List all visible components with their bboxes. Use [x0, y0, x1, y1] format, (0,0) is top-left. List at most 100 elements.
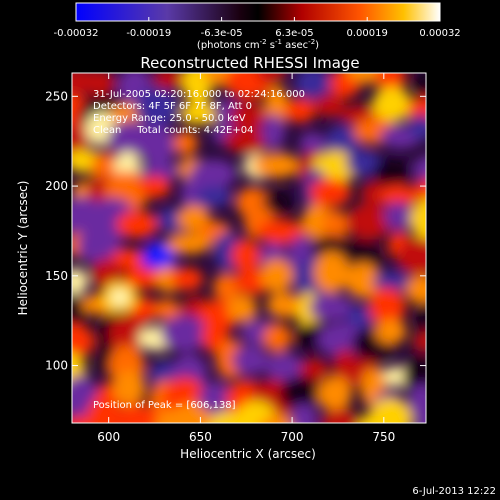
heatmap-blob [264, 353, 305, 381]
heatmap-blob [266, 292, 305, 318]
heatmap-blob [294, 73, 332, 100]
colorbar-tick-label: -0.00019 [126, 28, 171, 39]
heatmap-image [72, 73, 426, 423]
heatmap-blob [260, 113, 286, 150]
heatmap-blob [160, 314, 208, 352]
heatmap-blob [413, 156, 426, 183]
heatmap-blob [414, 414, 426, 423]
colorbar-tick-label: 0.00032 [419, 28, 460, 39]
colorbar [75, 2, 441, 22]
heatmap-blob [170, 267, 204, 291]
peak-core [111, 289, 128, 306]
heatmap-blob [112, 370, 146, 407]
heatmap-blob [123, 266, 164, 290]
y-tick-label: 250 [45, 89, 68, 103]
heatmap-blob [379, 184, 419, 208]
heatmap-blob [262, 190, 293, 215]
footer-timestamp: 6-Jul-2013 12:22 [412, 486, 496, 497]
heatmap-blob [412, 179, 426, 199]
y-axis-label: Heliocentric Y (arcsec) [16, 181, 30, 316]
heatmap-blob [72, 267, 89, 296]
heatmap-blob [173, 130, 198, 155]
heatmap-blob [90, 258, 122, 290]
heatmap-blob [317, 322, 366, 358]
heatmap-blob [383, 201, 413, 231]
heatmap-blob [260, 258, 294, 293]
heatmap-blob [230, 101, 267, 130]
heatmap-blob [182, 73, 213, 105]
heatmap-blob [373, 270, 412, 293]
heatmap-blob [299, 358, 329, 382]
heatmap-blob [369, 397, 413, 423]
heatmap-blob [345, 203, 392, 241]
heatmap-blob [284, 97, 316, 123]
heatmap-blob [135, 87, 179, 128]
heatmap-blob [317, 376, 353, 412]
x-tick-label: 750 [372, 430, 395, 444]
annotation-peak: Position of Peak = [606,138] [93, 400, 236, 411]
heatmap-blob [257, 73, 286, 84]
colorbar-units: (photons cm-2 s-1 asec-2) [197, 38, 319, 51]
heatmap-blob [314, 93, 345, 118]
heatmap-blob [80, 73, 116, 97]
heatmap-blob [410, 197, 426, 242]
heatmap-blob [262, 323, 292, 353]
heatmap-blob [235, 400, 277, 423]
x-tick-label: 600 [97, 430, 120, 444]
heatmap-blob [179, 102, 222, 125]
heatmap-blob [110, 248, 146, 270]
heatmap-blob [231, 345, 268, 376]
heatmap-blob [345, 150, 382, 177]
heatmap-blob [77, 225, 121, 265]
heatmap-blob [412, 331, 426, 353]
heatmap-blob [408, 114, 426, 141]
heatmap-blob [313, 251, 349, 294]
heatmap-blob [252, 152, 301, 179]
annotation-detectors: Detectors: 4F 5F 6F 7F 8F, Att 0 [93, 101, 252, 112]
heatmap-blob [368, 287, 406, 327]
heatmap-blob [279, 376, 323, 411]
heatmap-blob [346, 305, 374, 332]
heatmap-blob [227, 294, 258, 323]
heatmap-blob [374, 318, 407, 345]
annotation-time-range: 31-Jul-2005 02:20:16.000 to 02:24:16.000 [93, 89, 305, 100]
heatmap-blob [416, 301, 426, 335]
heatmap-blob [113, 403, 161, 423]
heatmap-blob [320, 408, 360, 423]
x-tick-label: 700 [281, 430, 304, 444]
heatmap-blob [396, 237, 426, 276]
heatmap-blob [165, 233, 212, 254]
axis-ticks: 600 650 700 750 100 150 200 250 [45, 73, 426, 444]
heatmap-blob [139, 124, 176, 165]
heatmap-blob [260, 414, 300, 423]
colorbar-tick-label: -6.3e-05 [201, 28, 243, 39]
heatmap-blob [231, 238, 261, 273]
heatmap-blob [212, 273, 241, 301]
y-tick-label: 200 [45, 179, 68, 193]
heatmap-blob [408, 383, 426, 421]
x-tick-label: 650 [189, 430, 212, 444]
heatmap-blob [139, 175, 171, 199]
heatmap-blob [308, 178, 352, 207]
heatmap-blob [290, 403, 318, 423]
heatmap-blob [86, 395, 123, 423]
heatmap-blob [372, 158, 411, 186]
heatmap-blob [153, 298, 180, 321]
colorbar-tick-label: 6.3e-05 [275, 28, 313, 39]
plot-frame [71, 72, 427, 424]
heatmap-blob [167, 403, 213, 423]
heatmap-blob [372, 86, 412, 123]
x-axis-label: Heliocentric X (arcsec) [180, 447, 316, 461]
colorbar-ticks: -0.00032 -0.00019 -6.3e-05 6.3e-05 0.00019 0.… [54, 17, 461, 39]
heatmap-blob [108, 314, 146, 356]
heatmap-blob [195, 185, 233, 208]
heatmap-blob [256, 219, 305, 245]
colorbar-tick-label: 0.00019 [347, 28, 388, 39]
heatmap-blob [223, 127, 270, 154]
heatmap-blob [225, 73, 272, 100]
heatmap-blob [405, 274, 426, 305]
colorbar-tick-label: -0.00032 [54, 28, 99, 39]
heatmap-blob [115, 210, 159, 239]
heatmap-blob [322, 209, 349, 242]
